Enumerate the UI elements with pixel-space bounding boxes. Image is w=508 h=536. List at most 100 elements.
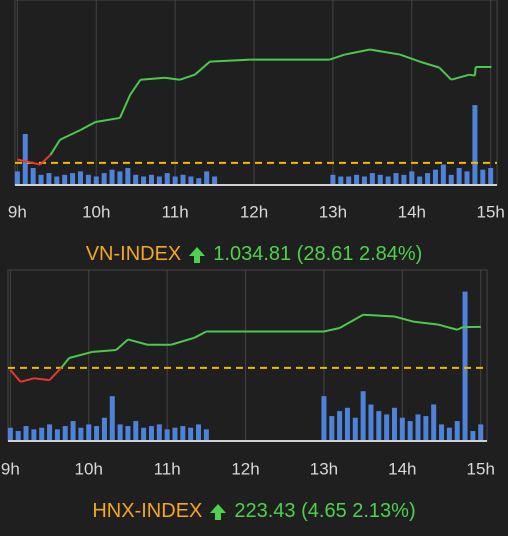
index-line (48, 367, 63, 381)
volume-bar (125, 426, 131, 441)
volume-bar (354, 174, 360, 185)
volume-bar (329, 416, 335, 441)
index-line (17, 158, 41, 166)
index-quote: 1.034.81 (28.61 2.84%) (213, 243, 423, 265)
index-line (80, 121, 96, 131)
volume-bar (23, 426, 29, 441)
plot-frame (14, 0, 498, 186)
volume-bar (321, 396, 327, 441)
volume-bar (344, 407, 350, 441)
index-line (20, 377, 35, 383)
header: HNX-INDEX 223.43 (4.65 2.13%) (0, 500, 508, 523)
header: VN-INDEX 1.034.81 (28.61 2.84%) (0, 243, 508, 266)
index-line (363, 313, 395, 318)
volume-bar (78, 427, 84, 441)
volume-bar (377, 174, 383, 185)
index-line (399, 53, 421, 63)
index-line (323, 327, 340, 333)
volume-bar (425, 173, 431, 185)
index-line (92, 349, 117, 353)
index-line (419, 60, 440, 69)
volume-bar (188, 427, 194, 441)
index-line (119, 94, 132, 119)
volume-bar (62, 426, 68, 441)
volume-bar (346, 176, 352, 185)
x-tick-label: 9h (1, 459, 20, 478)
volume-bar (393, 173, 399, 185)
volume-bar (31, 429, 37, 441)
volume-bar (180, 426, 186, 441)
index-line (473, 66, 477, 76)
volume-bar (172, 176, 178, 185)
volume-bar (369, 173, 375, 185)
volume-bar (141, 176, 147, 185)
index-line (329, 53, 346, 61)
volume-bar (385, 176, 391, 185)
volume-bar (203, 429, 209, 441)
volume-bar (148, 174, 154, 185)
index-line (369, 48, 401, 56)
volume-bar (439, 424, 445, 441)
x-tick-label: 11h (162, 202, 189, 221)
volume-bar (432, 169, 438, 185)
x-tick-label: 10h (82, 202, 110, 221)
volume-bar (456, 168, 462, 185)
x-tick-label: 13h (310, 459, 338, 478)
volume-bar (117, 424, 123, 441)
volume-bar (407, 421, 413, 441)
volume-bar (454, 421, 460, 441)
volume-bar (164, 429, 170, 441)
volume-bar (204, 171, 210, 185)
volume-bar (54, 176, 60, 185)
volume-bar (446, 427, 452, 441)
x-tick-label: 15h (477, 202, 505, 221)
index-name: HNX-INDEX (92, 500, 203, 522)
volume-bar (94, 426, 100, 441)
index-line (344, 48, 371, 56)
volume-bar (440, 164, 446, 185)
volume-bar (14, 171, 20, 185)
volume-bar (470, 431, 476, 441)
volume-bar (133, 421, 139, 441)
volume-bar (464, 171, 470, 185)
volume-bar (39, 427, 45, 441)
x-tick-label: 14h (388, 459, 416, 478)
volume-bar (101, 173, 107, 185)
volume-bar (338, 176, 344, 185)
volume-bar (38, 174, 44, 185)
index-quote: 223.43 (4.65 2.13%) (234, 500, 416, 522)
volume-bar (54, 429, 60, 441)
volume-bar (423, 416, 429, 441)
volume-bar (188, 176, 194, 185)
volume-bar (361, 176, 367, 185)
index-line (49, 139, 61, 156)
index-name: VN-INDEX (85, 243, 182, 265)
volume-bar (141, 427, 147, 441)
volume-bar (478, 424, 484, 441)
volume-bar (448, 174, 454, 185)
volume-bar (117, 171, 123, 185)
index-line (413, 320, 438, 326)
volume-bar (212, 176, 218, 185)
index-line (450, 73, 470, 81)
index-line (60, 357, 70, 369)
volume-bar (15, 431, 21, 441)
volume-bar (22, 134, 28, 185)
volume-bar (352, 417, 358, 441)
index-line (438, 66, 452, 81)
volume-bar (85, 174, 91, 185)
index-line (95, 116, 121, 123)
volume-bar (133, 174, 139, 185)
index-line (115, 338, 129, 351)
volume-bar (401, 174, 407, 185)
index-line (68, 350, 93, 359)
x-tick-label: 13h (319, 202, 347, 221)
index-line (127, 338, 148, 346)
volume-bar (376, 411, 382, 441)
volume-bar (148, 426, 154, 441)
volume-bar (368, 404, 374, 441)
x-tick-label: 15h (467, 459, 495, 478)
volume-bar (86, 424, 92, 441)
